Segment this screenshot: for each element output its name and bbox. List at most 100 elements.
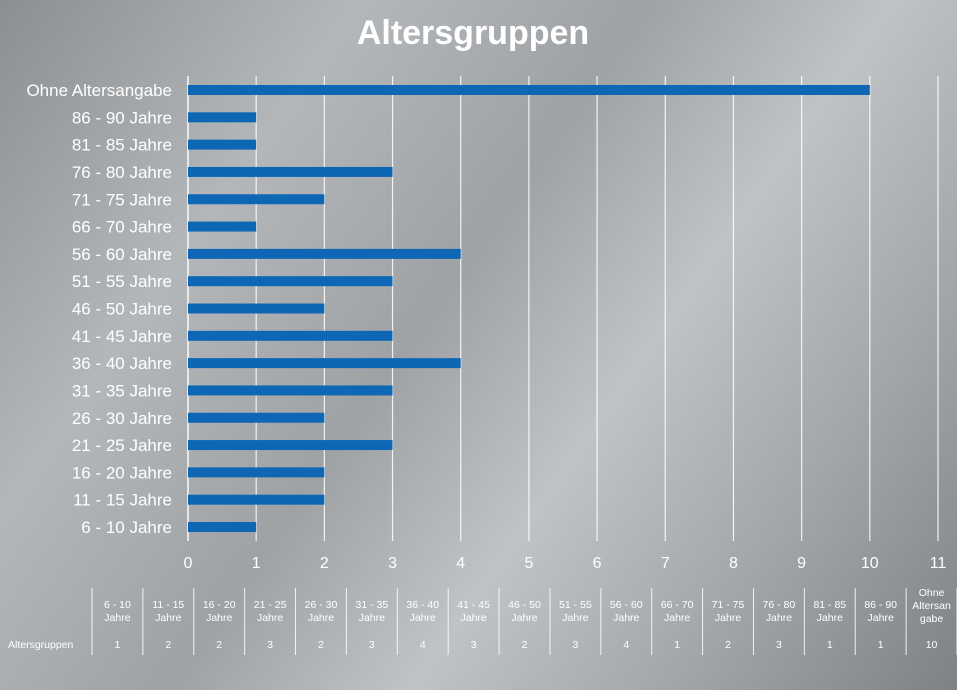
- table-value: 3: [267, 639, 273, 651]
- category-label: 86 - 90 Jahre: [72, 108, 172, 127]
- table-header: 56 - 60: [610, 599, 643, 611]
- table-header: Jahre: [104, 612, 130, 624]
- category-label: 26 - 30 Jahre: [72, 409, 172, 428]
- bar: [188, 276, 393, 287]
- table-header: Jahre: [766, 612, 792, 624]
- x-tick-label: 0: [184, 555, 193, 572]
- bars: [188, 85, 870, 532]
- bar: [188, 303, 325, 314]
- table-header: Jahre: [664, 612, 690, 624]
- table-value: 1: [674, 639, 680, 651]
- table-header: 81 - 85: [813, 599, 846, 611]
- category-label: 36 - 40 Jahre: [72, 354, 172, 373]
- table-header: 21 - 25: [254, 599, 287, 611]
- x-axis-tick-labels: 0 1 2 3 4 5 6 7 8 9 10 11: [184, 555, 947, 572]
- table-header: 46 - 50: [508, 599, 541, 611]
- table-value: 1: [115, 639, 121, 651]
- bar: [188, 221, 257, 232]
- grid-lines: [187, 76, 939, 541]
- category-label: 81 - 85 Jahre: [72, 136, 172, 155]
- category-label: 66 - 70 Jahre: [72, 218, 172, 237]
- category-label: 31 - 35 Jahre: [72, 381, 172, 400]
- category-label: 21 - 25 Jahre: [72, 436, 172, 455]
- category-labels: 6 - 10 Jahre 11 - 15 Jahre 16 - 20 Jahre 21…: [26, 81, 172, 537]
- table-header: Jahre: [257, 612, 283, 624]
- x-tick-label: 8: [729, 555, 738, 572]
- table-header: Jahre: [155, 612, 181, 624]
- x-tick-label: 7: [661, 555, 670, 572]
- table-header: Jahre: [308, 612, 334, 624]
- table-value: 2: [522, 639, 528, 651]
- category-label: 41 - 45 Jahre: [72, 327, 172, 346]
- table-value: 2: [216, 639, 222, 651]
- table-value: 2: [725, 639, 731, 651]
- table-value: 3: [572, 639, 578, 651]
- bar: [188, 85, 870, 95]
- bar: [188, 194, 325, 205]
- category-label: 16 - 20 Jahre: [72, 463, 172, 482]
- bar: [188, 330, 393, 341]
- table-value: 2: [318, 639, 324, 651]
- table-header: Jahre: [868, 612, 894, 624]
- category-label: 46 - 50 Jahre: [72, 300, 172, 319]
- table-header: 16 - 20: [203, 599, 236, 611]
- table-header: 6 - 10: [104, 599, 131, 611]
- category-label: 76 - 80 Jahre: [72, 163, 172, 182]
- x-tick-label: 3: [388, 555, 397, 572]
- table-header: 71 - 75: [712, 599, 745, 611]
- table-value: 1: [827, 639, 833, 651]
- table-header: 76 - 80: [763, 599, 796, 611]
- x-tick-label: 11: [930, 555, 947, 572]
- bar: [188, 385, 393, 396]
- table-header: 66 - 70: [661, 599, 694, 611]
- table-header: Jahre: [359, 612, 385, 624]
- table-header: 86 - 90: [864, 599, 897, 611]
- table-header: 11 - 15: [152, 599, 184, 611]
- bar: [188, 412, 325, 423]
- table-value: 4: [623, 639, 629, 651]
- x-tick-label: 10: [861, 555, 879, 572]
- x-tick-label: 4: [456, 555, 465, 572]
- bar: [188, 494, 325, 505]
- table-header: Jahre: [817, 612, 843, 624]
- bar: [188, 358, 461, 369]
- table-header: 51 - 55: [559, 599, 592, 611]
- table-value: 1: [878, 639, 884, 651]
- table-value: 3: [471, 639, 477, 651]
- table-header: 36 - 40: [406, 599, 439, 611]
- table-header: Altersan: [912, 600, 951, 612]
- bar: [188, 522, 257, 532]
- table-header: Jahre: [715, 612, 741, 624]
- x-tick-label: 1: [252, 555, 261, 572]
- bar: [188, 139, 257, 150]
- table-value: 3: [369, 639, 375, 651]
- category-label: 6 - 10 Jahre: [81, 518, 172, 537]
- category-label: 51 - 55 Jahre: [72, 272, 172, 291]
- table-header: Jahre: [613, 612, 639, 624]
- bar: [188, 166, 393, 177]
- table-header: Jahre: [410, 612, 436, 624]
- category-label: 71 - 75 Jahre: [72, 190, 172, 209]
- table-value: 3: [776, 639, 782, 651]
- chart-title: Altersgruppen: [357, 14, 589, 52]
- table-header: Jahre: [562, 612, 588, 624]
- table-header: Ohne: [919, 587, 945, 599]
- category-label: 11 - 15 Jahre: [73, 491, 172, 510]
- table-row-label: Altersgruppen: [8, 639, 74, 651]
- table-header: 26 - 30: [305, 599, 338, 611]
- table-header: gabe: [920, 613, 944, 625]
- table-header: Jahre: [511, 612, 537, 624]
- x-tick-label: 6: [593, 555, 602, 572]
- category-label: 56 - 60 Jahre: [72, 245, 172, 264]
- table-header: Jahre: [206, 612, 232, 624]
- table-value: 10: [926, 639, 938, 651]
- bar: [188, 248, 461, 259]
- table-header: Jahre: [460, 612, 486, 624]
- x-tick-label: 9: [797, 555, 806, 572]
- bar: [188, 467, 325, 478]
- table-value: 4: [420, 639, 426, 651]
- table-header: 31 - 35: [356, 599, 389, 611]
- table-value: 2: [165, 639, 171, 651]
